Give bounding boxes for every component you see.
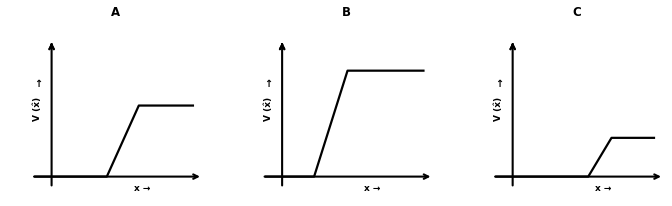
- Text: ↑: ↑: [495, 78, 503, 89]
- Text: V (x̂): V (x̂): [34, 97, 42, 122]
- Text: ↑: ↑: [34, 78, 42, 89]
- Text: A: A: [111, 6, 120, 19]
- Text: V (x̂): V (x̂): [495, 97, 503, 122]
- Text: x →: x →: [364, 184, 380, 193]
- Text: x →: x →: [134, 184, 150, 193]
- Text: C: C: [573, 6, 581, 19]
- Text: ↑: ↑: [264, 78, 272, 89]
- Text: B: B: [341, 6, 351, 19]
- Text: V (x̂): V (x̂): [264, 97, 273, 122]
- Text: x →: x →: [595, 184, 611, 193]
